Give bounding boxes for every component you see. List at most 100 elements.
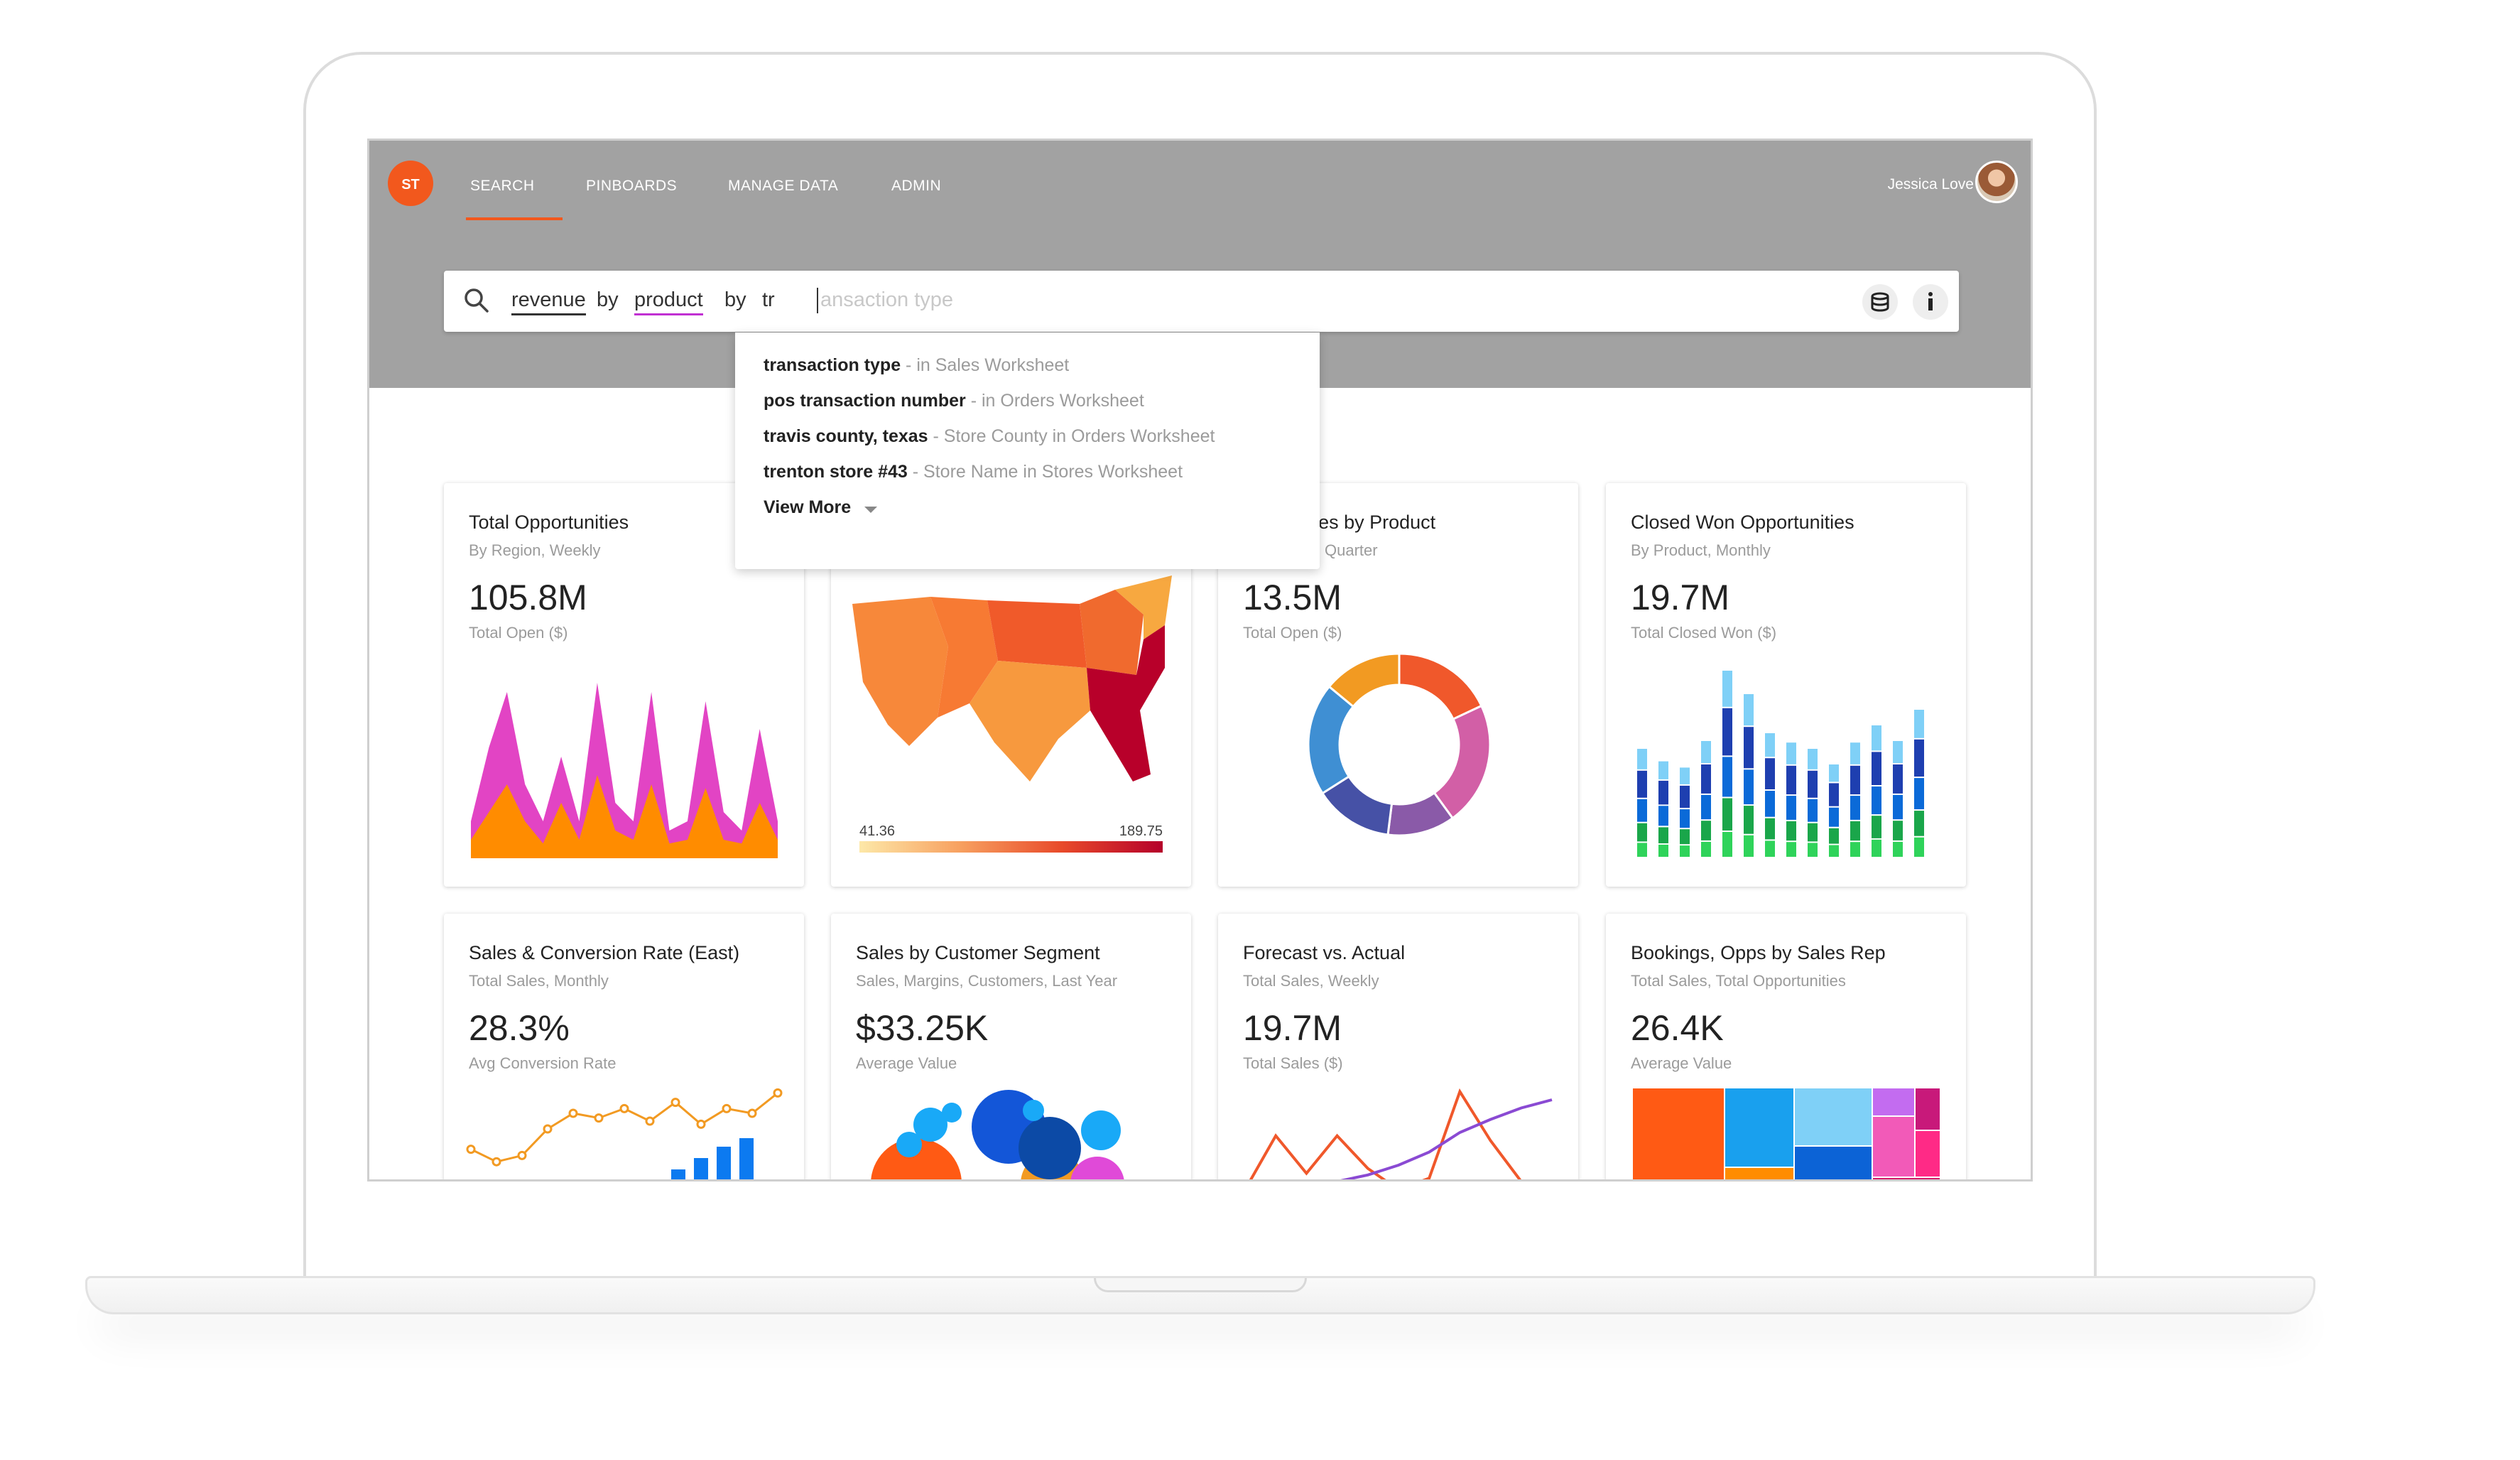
bar-segment[interactable] <box>1808 823 1818 842</box>
bar-segment[interactable] <box>1786 742 1796 764</box>
bar-segment[interactable] <box>1829 764 1839 782</box>
line-point[interactable] <box>670 1098 680 1108</box>
bar-segment[interactable] <box>1872 839 1881 857</box>
bar-segment[interactable] <box>1701 741 1711 763</box>
line-point[interactable] <box>466 1145 476 1155</box>
search-token[interactable]: revenue <box>511 288 586 315</box>
bar-segment[interactable] <box>1808 843 1818 857</box>
bar-segment[interactable] <box>1786 821 1796 841</box>
bar-segment[interactable] <box>1914 710 1924 738</box>
bar-segment[interactable] <box>1850 842 1860 857</box>
bar-segment[interactable] <box>1872 725 1881 751</box>
bar-segment[interactable] <box>1914 739 1924 777</box>
bar-segment[interactable] <box>1744 769 1754 805</box>
bar[interactable] <box>739 1138 754 1181</box>
bar-segment[interactable] <box>1722 708 1732 756</box>
bar-segment[interactable] <box>1637 749 1647 769</box>
bar-segment[interactable] <box>1808 799 1818 822</box>
stacked-bar-chart[interactable] <box>1606 483 1966 887</box>
line-point[interactable] <box>594 1113 604 1123</box>
treemap-chart[interactable] <box>1606 914 1966 1181</box>
logo-icon[interactable]: ST <box>388 161 433 206</box>
search-input[interactable]: tr <box>762 288 775 311</box>
bar[interactable] <box>671 1169 685 1181</box>
bar-segment[interactable] <box>1701 794 1711 820</box>
bar[interactable] <box>694 1158 708 1181</box>
bar-segment[interactable] <box>1680 785 1690 809</box>
suggestion-item[interactable]: pos transaction number - in Orders Works… <box>764 391 1144 411</box>
bar-segment[interactable] <box>1893 821 1903 840</box>
line-point[interactable] <box>517 1150 527 1160</box>
chevron-down-icon[interactable] <box>864 507 877 513</box>
donut-slice[interactable] <box>1307 685 1355 795</box>
us-map-chart[interactable]: 41.36 189.75 <box>831 483 1191 887</box>
line-series[interactable] <box>1245 1098 1553 1181</box>
bar-segment[interactable] <box>1680 829 1690 845</box>
bar-segment[interactable] <box>1637 770 1647 798</box>
nav-search[interactable]: SEARCH <box>470 178 535 194</box>
bar-segment[interactable] <box>1744 727 1754 769</box>
bar-segment[interactable] <box>1850 796 1860 820</box>
bar-segment[interactable] <box>1872 816 1881 838</box>
card-bookings[interactable]: Bookings, Opps by Sales Rep Total Sales,… <box>1606 914 1966 1181</box>
info-button[interactable] <box>1913 284 1948 320</box>
bar-segment[interactable] <box>1914 837 1924 857</box>
bar-segment[interactable] <box>1637 823 1647 842</box>
line-point[interactable] <box>773 1088 783 1098</box>
bar-segment[interactable] <box>1786 796 1796 820</box>
bar-segment[interactable] <box>1765 840 1775 857</box>
line-series[interactable] <box>1245 1088 1552 1182</box>
bar-segment[interactable] <box>1680 845 1690 857</box>
search-token[interactable]: by <box>597 288 619 311</box>
bar-segment[interactable] <box>1850 742 1860 764</box>
bar[interactable] <box>717 1147 731 1181</box>
bar-segment[interactable] <box>1680 767 1690 784</box>
bar-segment[interactable] <box>1765 758 1775 789</box>
card-sales-conversion[interactable]: Sales & Conversion Rate (East) Total Sal… <box>444 914 804 1181</box>
bar-segment[interactable] <box>1914 778 1924 810</box>
bar-segment[interactable] <box>1765 791 1775 817</box>
bar-segment[interactable] <box>1701 764 1711 794</box>
suggestion-item[interactable]: travis county, texas - Store County in O… <box>764 426 1215 446</box>
bar-segment[interactable] <box>1722 832 1732 857</box>
bar-segment[interactable] <box>1765 818 1775 840</box>
bar-segment[interactable] <box>1893 764 1903 794</box>
donut-slice[interactable] <box>1327 652 1401 708</box>
bar-segment[interactable] <box>1829 845 1839 858</box>
bar-segment[interactable] <box>1850 821 1860 841</box>
line-point[interactable] <box>619 1103 629 1113</box>
bar-segment[interactable] <box>1744 694 1754 726</box>
bar-segment[interactable] <box>1829 807 1839 827</box>
bar-segment[interactable] <box>1829 783 1839 806</box>
line-point[interactable] <box>543 1124 553 1134</box>
line-point[interactable] <box>645 1116 655 1126</box>
bar-segment[interactable] <box>1680 809 1690 828</box>
bar-segment[interactable] <box>1914 811 1924 836</box>
data-source-button[interactable] <box>1862 284 1898 320</box>
bar-segment[interactable] <box>1658 761 1668 779</box>
card-opportunities-by-product[interactable]: pportunities by Product Quarter 13.5M To… <box>1218 483 1578 887</box>
search-token[interactable]: product <box>634 288 703 315</box>
bar-segment[interactable] <box>1829 828 1839 844</box>
area-chart[interactable] <box>444 483 804 887</box>
bar-segment[interactable] <box>1658 827 1668 843</box>
bar-segment[interactable] <box>1701 841 1711 857</box>
bar-segment[interactable] <box>1765 733 1775 757</box>
nav-manage-data[interactable]: MANAGE DATA <box>728 178 839 194</box>
bar-segment[interactable] <box>1893 794 1903 820</box>
bar-segment[interactable] <box>1722 798 1732 831</box>
line-point[interactable] <box>696 1119 706 1129</box>
line-point[interactable] <box>568 1108 578 1118</box>
bar-segment[interactable] <box>1872 786 1881 815</box>
search-token[interactable]: by <box>724 288 746 311</box>
bar-segment[interactable] <box>1637 799 1647 822</box>
bar-segment[interactable] <box>1658 806 1668 826</box>
line-chart[interactable] <box>1218 914 1578 1181</box>
donut-slice[interactable] <box>1398 652 1483 721</box>
bar-segment[interactable] <box>1744 806 1754 834</box>
bar-segment[interactable] <box>1701 821 1711 840</box>
card-customer-segment[interactable]: Sales by Customer Segment Sales, Margins… <box>831 914 1191 1179</box>
donut-chart[interactable] <box>1218 483 1578 887</box>
card-closed-won[interactable]: Closed Won Opportunities By Product, Mon… <box>1606 483 1966 887</box>
nav-pinboards[interactable]: PINBOARDS <box>586 178 678 194</box>
